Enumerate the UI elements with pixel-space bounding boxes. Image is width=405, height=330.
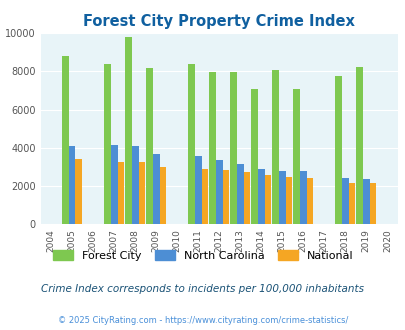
Bar bbox=[215, 160, 222, 224]
Bar bbox=[111, 145, 117, 224]
Bar bbox=[299, 171, 306, 224]
Bar bbox=[356, 67, 362, 224]
Bar bbox=[209, 72, 215, 224]
Bar bbox=[75, 159, 82, 224]
Bar bbox=[271, 70, 278, 224]
Bar bbox=[257, 169, 264, 224]
Bar bbox=[159, 167, 166, 224]
Text: © 2025 CityRating.com - https://www.cityrating.com/crime-statistics/: © 2025 CityRating.com - https://www.city… bbox=[58, 316, 347, 325]
Bar bbox=[188, 64, 194, 224]
Bar bbox=[117, 162, 124, 224]
Bar bbox=[152, 153, 159, 224]
Bar bbox=[348, 183, 354, 224]
Bar bbox=[264, 175, 271, 224]
Bar bbox=[125, 37, 132, 224]
Bar bbox=[201, 169, 208, 224]
Bar bbox=[285, 177, 292, 224]
Bar bbox=[341, 178, 348, 224]
Title: Forest City Property Crime Index: Forest City Property Crime Index bbox=[83, 14, 354, 29]
Bar bbox=[230, 72, 236, 224]
Bar bbox=[222, 170, 229, 224]
Bar bbox=[335, 76, 341, 224]
Bar bbox=[251, 88, 257, 224]
Bar bbox=[68, 146, 75, 224]
Bar bbox=[132, 146, 138, 224]
Bar bbox=[236, 164, 243, 224]
Bar bbox=[243, 172, 250, 224]
Bar bbox=[292, 88, 299, 224]
Bar bbox=[194, 156, 201, 224]
Bar bbox=[278, 171, 285, 224]
Bar bbox=[146, 68, 152, 224]
Text: Crime Index corresponds to incidents per 100,000 inhabitants: Crime Index corresponds to incidents per… bbox=[41, 284, 364, 294]
Bar bbox=[138, 162, 145, 224]
Bar bbox=[362, 180, 369, 224]
Legend: Forest City, North Carolina, National: Forest City, North Carolina, National bbox=[47, 245, 358, 267]
Bar bbox=[62, 56, 68, 224]
Bar bbox=[369, 183, 375, 224]
Bar bbox=[306, 178, 313, 224]
Bar bbox=[104, 64, 111, 224]
